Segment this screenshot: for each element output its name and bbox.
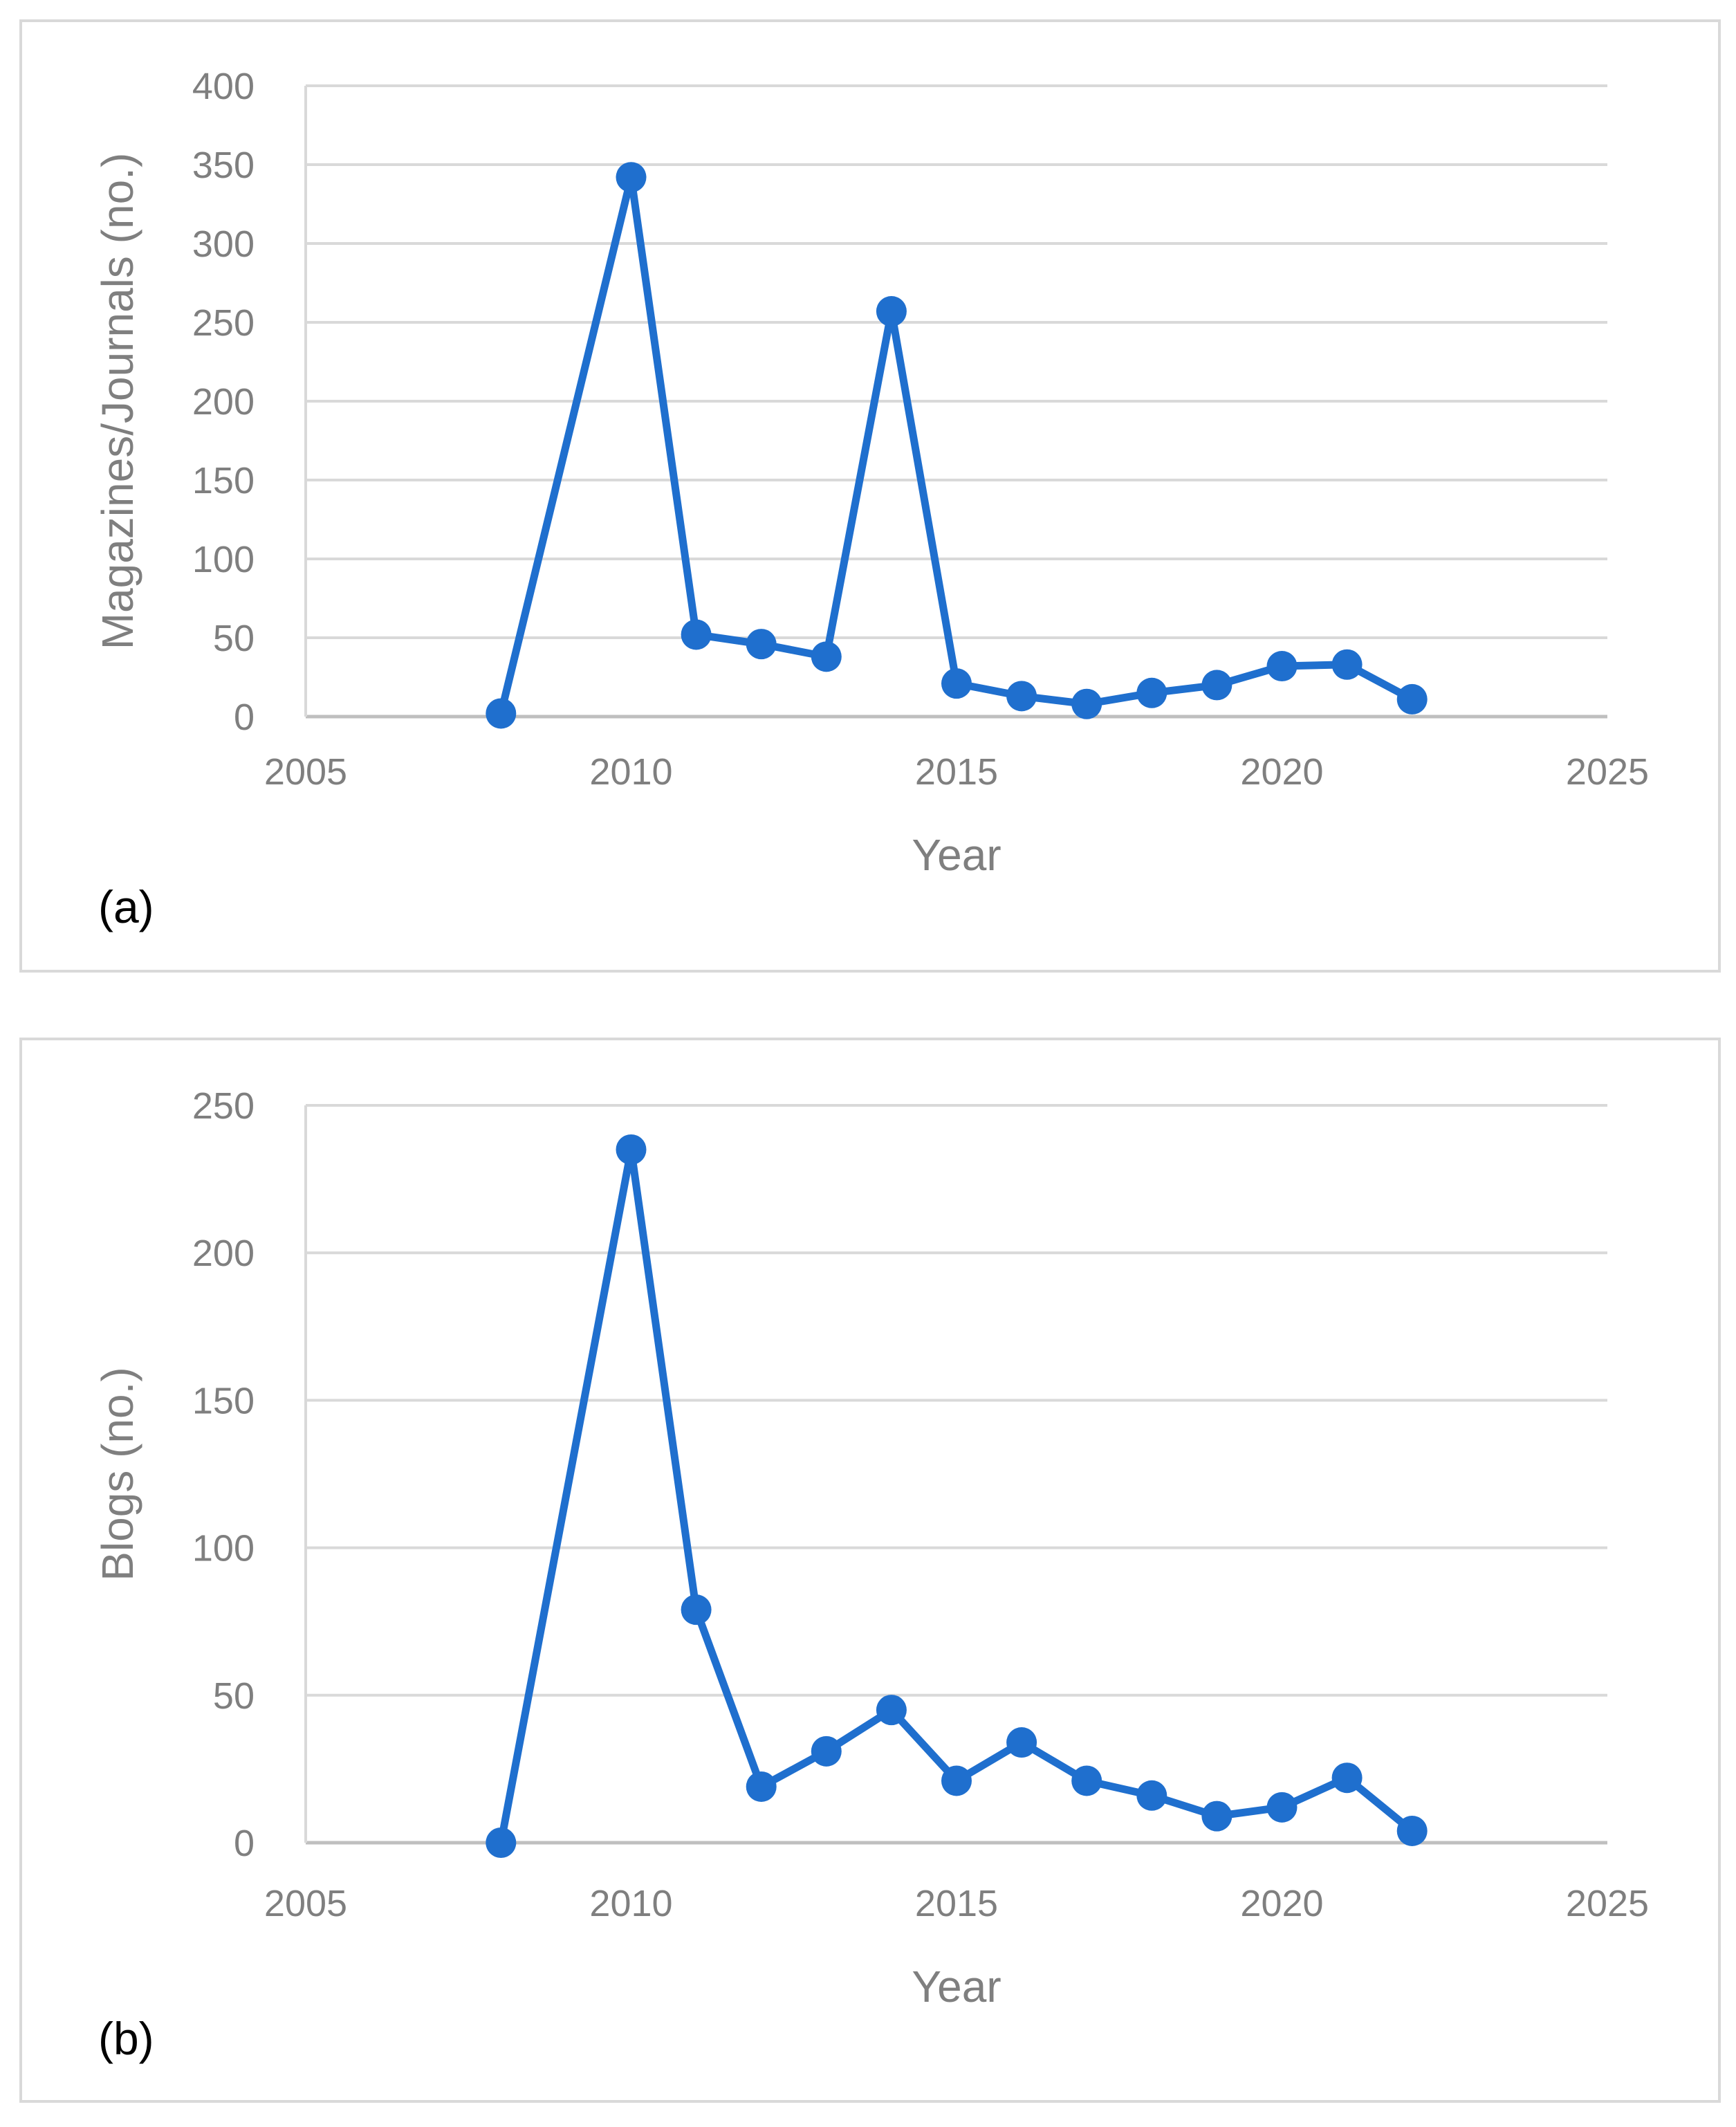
y-tick-label: 200 [192, 381, 255, 423]
data-point [1136, 677, 1167, 708]
x-axis-title: Year [912, 830, 1001, 880]
data-point [811, 1735, 842, 1767]
x-tick-label: 2020 [1240, 751, 1323, 793]
data-point [941, 668, 972, 699]
chart-b-svg: 0 50 100 150 200 250 2005 2010 2015 2020 2025 Year B… [93, 1085, 1649, 2064]
data-point [681, 619, 712, 650]
x-tick-label: 2005 [264, 751, 347, 793]
data-point [941, 1765, 972, 1796]
data-point [616, 1134, 647, 1165]
data-point [616, 162, 647, 193]
data-point [1396, 1815, 1428, 1846]
data-point [1071, 688, 1102, 719]
data-point [1331, 649, 1363, 680]
x-tick-label: 2020 [1240, 1883, 1323, 1924]
y-tick-label: 250 [192, 302, 255, 344]
data-point [1396, 683, 1428, 715]
x-tick-label: 2010 [589, 1883, 672, 1924]
x-tick-label: 2025 [1566, 751, 1649, 793]
series-line [497, 173, 1416, 717]
y-tick-label: 100 [192, 1528, 255, 1569]
data-point [1136, 1780, 1167, 1811]
y-tick-label: 150 [192, 1380, 255, 1421]
data-point [681, 1594, 712, 1626]
y-tick-label: 300 [192, 223, 255, 265]
panel-label: (b) [98, 2013, 154, 2064]
data-point [746, 1771, 777, 1802]
y-axis-title: Magazines/Journals (no.) [93, 153, 142, 650]
y-axis-title: Blogs (no.) [93, 1367, 142, 1581]
data-point [876, 1695, 907, 1726]
y-tick-label: 50 [213, 618, 255, 659]
y-tick-label: 100 [192, 539, 255, 580]
data-point [1006, 1727, 1037, 1758]
chart-panel-b: 0 50 100 150 200 250 2005 2010 2015 2020 2025 Year B… [19, 1038, 1721, 2103]
chart-panel-a: 0 50 100 150 200 250 300 350 400 2005 2010 2015 2020… [19, 19, 1721, 973]
data-point [1266, 651, 1298, 682]
y-tick-label: 400 [192, 66, 255, 107]
data-point [486, 698, 517, 729]
data-point [1266, 1792, 1298, 1823]
data-point [811, 641, 842, 672]
x-axis-title: Year [912, 1962, 1001, 2011]
y-tick-label: 250 [192, 1085, 255, 1127]
x-tick-label: 2025 [1566, 1883, 1649, 1924]
panel-label: (a) [98, 881, 154, 932]
data-point [1071, 1765, 1102, 1796]
data-point [1006, 681, 1037, 712]
y-tick-label: 350 [192, 145, 255, 186]
y-tick-label: 150 [192, 460, 255, 501]
data-point [1331, 1762, 1363, 1794]
x-tick-label: 2005 [264, 1883, 347, 1924]
y-tick-label: 200 [192, 1233, 255, 1274]
y-tick-label: 0 [234, 697, 255, 738]
y-tick-label: 50 [213, 1675, 255, 1717]
data-point [876, 296, 907, 327]
x-tick-label: 2010 [589, 751, 672, 793]
chart-a-svg: 0 50 100 150 200 250 300 350 400 2005 2010 2015 2020… [93, 66, 1649, 932]
x-tick-label: 2015 [915, 751, 998, 793]
data-point [1201, 670, 1232, 701]
y-tick-label: 0 [234, 1823, 255, 1864]
x-tick-label: 2015 [915, 1883, 998, 1924]
data-point [746, 629, 777, 660]
data-point [486, 1827, 517, 1858]
data-point [1201, 1801, 1232, 1832]
